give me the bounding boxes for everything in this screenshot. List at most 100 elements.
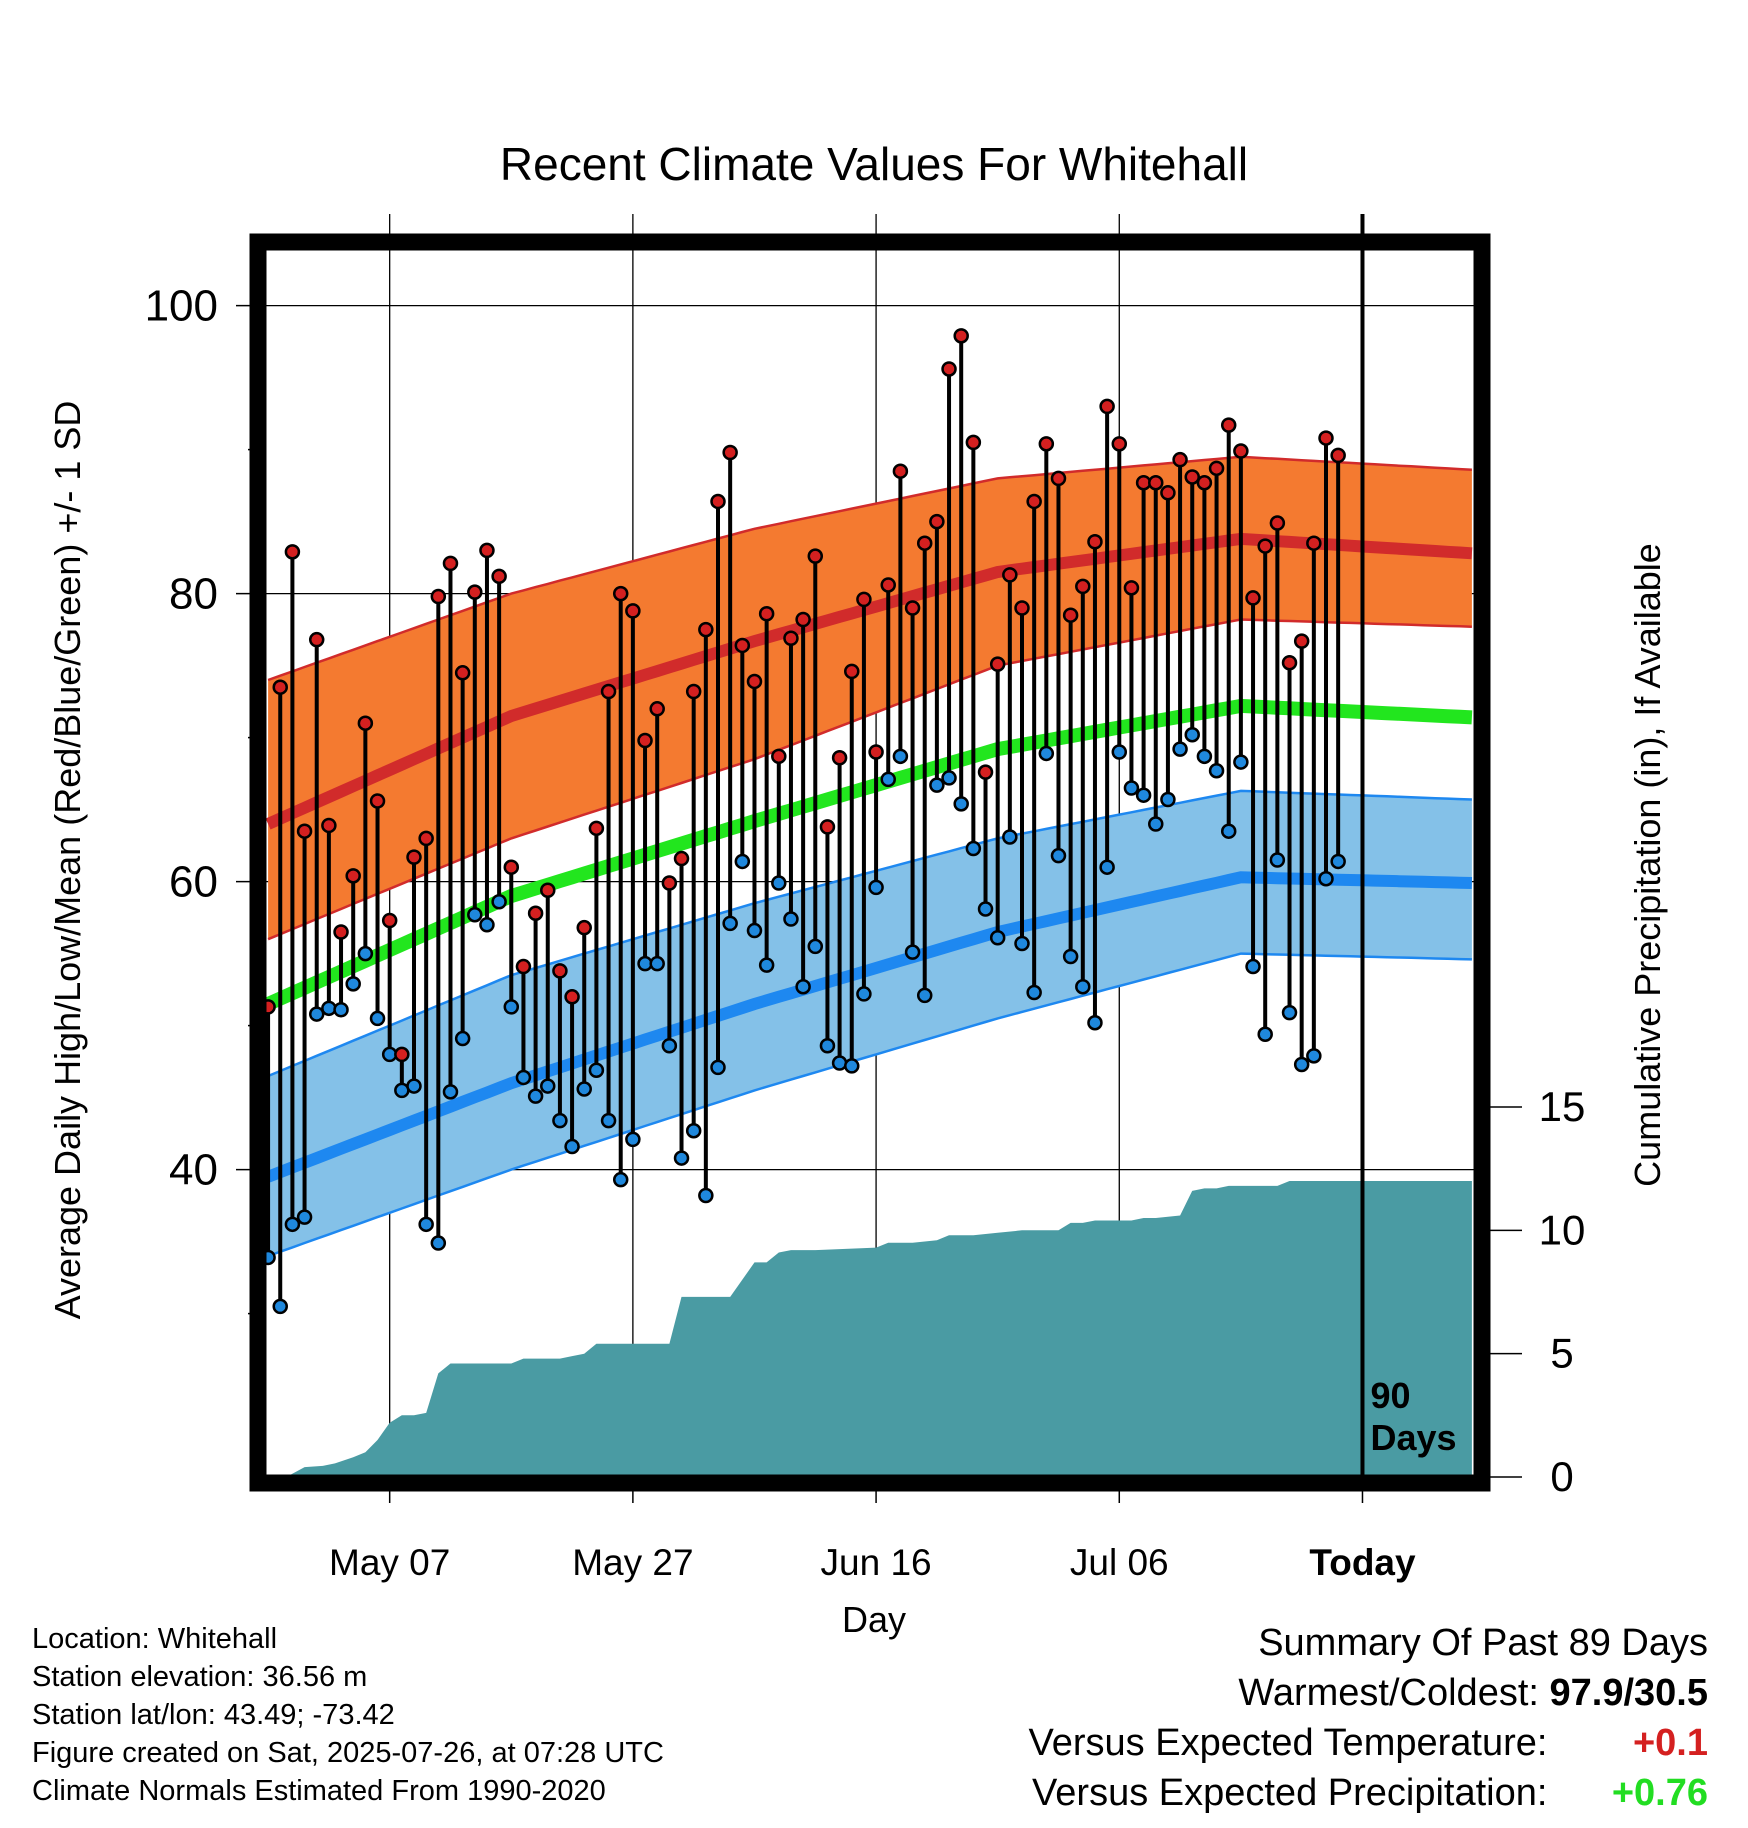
low-point — [1293, 1056, 1310, 1073]
low-point — [807, 938, 824, 955]
low-point — [1002, 829, 1018, 845]
x-tick-label: Jul 06 — [1070, 1542, 1169, 1583]
low-point — [284, 1216, 301, 1233]
high-point — [868, 744, 884, 760]
low-point — [916, 987, 933, 1004]
low-point — [856, 986, 872, 1002]
low-point — [661, 1038, 678, 1054]
low-point — [612, 1171, 629, 1188]
low-point — [333, 1002, 349, 1018]
high-point — [856, 591, 872, 608]
high-point — [880, 577, 896, 593]
low-sd-upper-line — [267, 789, 1472, 1078]
low-point — [1245, 958, 1261, 975]
high-point — [527, 905, 544, 922]
low-point — [904, 944, 921, 960]
high-point — [296, 823, 313, 839]
low-point — [868, 879, 884, 896]
high-point — [710, 493, 726, 510]
low-point — [1062, 948, 1079, 965]
y-tick-label: 60 — [169, 858, 218, 907]
precip-area — [268, 1181, 1472, 1477]
low-point — [1099, 859, 1115, 875]
x-tick-label: May 27 — [572, 1542, 693, 1583]
temp-label: Versus Expected Temperature: — [1028, 1722, 1548, 1764]
y-axis-label: Average Daily High/Low/Mean (Red/Blue/Gr… — [47, 401, 88, 1320]
low-point — [1281, 1004, 1298, 1021]
high-point — [625, 603, 641, 619]
axis-ticks: 40 60 80 100 0 5 10 15 May 07 May 27 Jun 16 Jul 06 T… — [145, 282, 1586, 1583]
x-tick-label: Today — [1309, 1542, 1416, 1583]
high-point — [977, 764, 994, 780]
x-axis-label: Day — [842, 1599, 906, 1640]
high-point — [807, 548, 824, 564]
low-point — [953, 796, 969, 812]
high-point — [600, 683, 617, 700]
y2-tick-label: 0 — [1550, 1453, 1573, 1500]
low-point — [1148, 816, 1164, 832]
high-point — [503, 859, 520, 875]
precip-label: Versus Expected Precipitation: — [1032, 1772, 1548, 1814]
y2-axis-label: Cumulative Precipitation (in), If Availa… — [1627, 543, 1668, 1187]
y-tick-label: 100 — [145, 282, 218, 331]
high-point — [1281, 654, 1298, 671]
high-point — [612, 585, 629, 602]
y-tick-label: 40 — [169, 1146, 218, 1195]
high-point — [1330, 447, 1346, 464]
high-point — [1233, 443, 1249, 459]
warmest-coldest-value: 97.9/30.5 — [1549, 1672, 1708, 1714]
high-point — [722, 444, 738, 461]
high-point — [844, 663, 860, 680]
high-point — [916, 535, 933, 551]
low-point — [1233, 754, 1249, 770]
daily-range-sticks — [266, 335, 1341, 1307]
high-point — [758, 606, 775, 622]
low-point — [831, 1055, 848, 1071]
low-point — [1087, 1014, 1103, 1031]
high-point — [381, 912, 398, 929]
today-days-label: 90 — [1370, 1375, 1410, 1416]
high-point — [588, 820, 605, 837]
low-point — [564, 1138, 580, 1155]
low-point — [698, 1187, 714, 1204]
low-point — [734, 853, 751, 870]
high-point — [1111, 436, 1128, 452]
daily-points — [260, 328, 1346, 1315]
low-point — [892, 748, 909, 765]
low-point — [685, 1122, 702, 1139]
low-point — [771, 875, 787, 891]
high-point — [1050, 470, 1067, 487]
summary-title: Summary Of Past 89 Days — [1258, 1622, 1708, 1664]
low-point — [819, 1038, 836, 1054]
low-point — [1330, 853, 1346, 870]
x-tick-label: May 07 — [329, 1542, 450, 1583]
low-point — [527, 1088, 544, 1104]
high-point — [1075, 578, 1091, 595]
high-point — [989, 656, 1006, 672]
low-point — [1172, 741, 1188, 757]
high-point — [515, 958, 532, 975]
high-point — [1306, 535, 1322, 551]
low-point — [710, 1059, 726, 1076]
low-point — [1075, 978, 1091, 995]
high-point — [1318, 430, 1334, 446]
low-point — [491, 894, 507, 910]
high-point — [746, 673, 763, 690]
y2-tick-label: 10 — [1539, 1206, 1586, 1253]
low-point — [1257, 1026, 1273, 1042]
chart-title: Recent Climate Values For Whitehall — [500, 138, 1248, 190]
temp-row: Versus Expected Temperature: +0.1 — [1029, 1718, 1708, 1768]
high-point — [333, 924, 349, 940]
low-point — [1269, 852, 1286, 868]
high-point — [576, 919, 592, 936]
low-point — [272, 1298, 288, 1315]
plot-frame — [249, 233, 1491, 1492]
low-point — [503, 999, 520, 1015]
low-point — [369, 1010, 386, 1027]
high-point — [454, 665, 471, 681]
low-point — [1318, 870, 1334, 887]
high-point — [1196, 474, 1213, 491]
high-point — [892, 463, 909, 479]
